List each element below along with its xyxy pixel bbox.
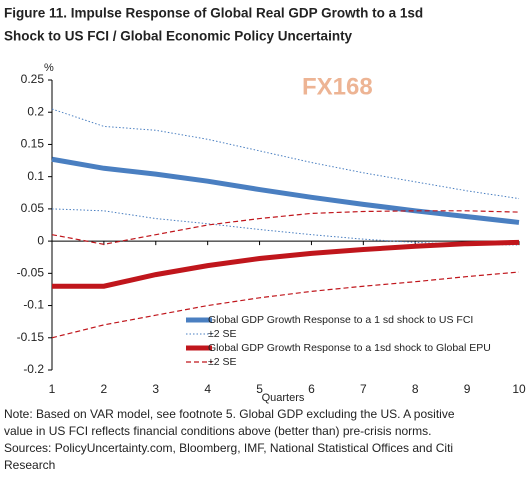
x-tick-label: 3 (152, 382, 159, 396)
line (51, 108, 520, 200)
y-tick-label: -0.05 (17, 266, 45, 280)
note: value in US FCI reflects financial condi… (4, 424, 432, 438)
y-tick-label: 0.15 (21, 137, 45, 151)
y-tick-label: 0.25 (21, 72, 45, 86)
x-tick-label: 7 (360, 382, 367, 396)
y-tick-label: 0 (37, 233, 44, 247)
y-unit: % (44, 62, 54, 74)
legend-label: ±2 SE (208, 356, 237, 368)
line (51, 210, 520, 245)
note: Note: Based on VAR model, see footnote 5… (4, 407, 455, 421)
y-tick-label: -0.15 (17, 330, 45, 344)
legend-label: ±2 SE (208, 328, 237, 340)
chart-title: Figure 11. Impulse Response of Global Re… (4, 6, 423, 21)
x-tick-label: 2 (101, 382, 108, 396)
note: Sources: PolicyUncertainty.com, Bloomber… (4, 441, 453, 455)
y-tick-label: 0.05 (21, 201, 45, 215)
watermark: FX168 (302, 73, 373, 100)
x-tick-label: 5 (256, 382, 263, 396)
y-tick-label: -0.2 (23, 362, 44, 376)
line (51, 271, 520, 339)
y-tick-label: -0.1 (23, 298, 44, 312)
x-tick-label: 4 (204, 382, 211, 396)
x-axis-label: Quarters (262, 392, 305, 404)
y-tick-label: 0.1 (27, 169, 44, 183)
legend-label: Global GDP Growth Response to a 1sd shoc… (208, 342, 491, 354)
note: Research (4, 458, 55, 472)
y-tick-label: 0.2 (27, 104, 44, 118)
line (52, 239, 520, 289)
x-tick-label: 9 (464, 382, 471, 396)
line (51, 208, 520, 246)
legend-label: Global GDP Growth Response to a 1 sd sho… (208, 314, 473, 326)
x-tick-label: 6 (308, 382, 315, 396)
chart-title: Shock to US FCI / Global Economic Policy… (4, 29, 353, 44)
x-tick-label: 10 (512, 382, 526, 396)
x-tick-label: 1 (49, 382, 56, 396)
line (51, 156, 520, 225)
x-tick-label: 8 (412, 382, 419, 396)
